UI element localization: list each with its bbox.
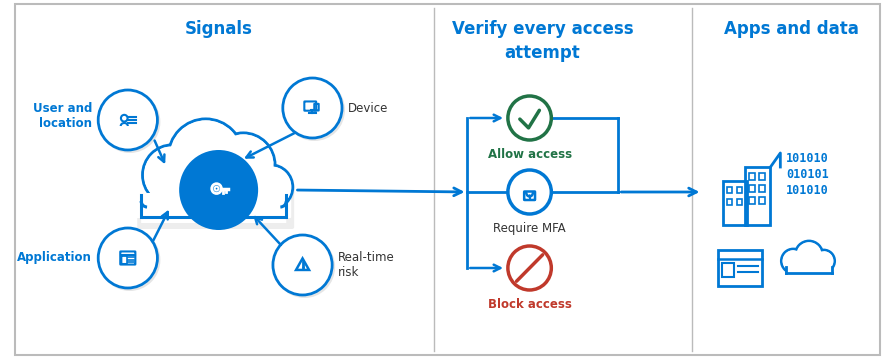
Text: Signals: Signals <box>185 20 253 38</box>
Text: Allow access: Allow access <box>488 148 572 161</box>
Circle shape <box>144 146 201 204</box>
Circle shape <box>251 167 294 211</box>
Circle shape <box>213 134 274 196</box>
FancyBboxPatch shape <box>136 179 291 218</box>
Text: Block access: Block access <box>488 298 572 311</box>
Bar <box>749 197 755 204</box>
Circle shape <box>796 242 821 268</box>
Circle shape <box>170 120 242 194</box>
Circle shape <box>212 133 275 197</box>
Bar <box>722 263 734 277</box>
FancyBboxPatch shape <box>137 185 294 229</box>
Bar <box>758 173 765 180</box>
Circle shape <box>215 187 218 191</box>
Bar <box>727 187 732 193</box>
Text: Apps and data: Apps and data <box>724 20 858 38</box>
Circle shape <box>214 135 277 199</box>
FancyBboxPatch shape <box>141 193 286 223</box>
Text: Real-time
risk: Real-time risk <box>338 251 395 279</box>
Text: 101010: 101010 <box>786 184 829 197</box>
FancyBboxPatch shape <box>786 265 832 277</box>
Circle shape <box>99 91 160 153</box>
Bar <box>749 173 755 180</box>
Text: 010101: 010101 <box>786 168 829 181</box>
Circle shape <box>813 250 834 272</box>
FancyBboxPatch shape <box>782 260 835 276</box>
Text: Verify every access
attempt: Verify every access attempt <box>452 20 633 62</box>
Circle shape <box>145 147 204 207</box>
Circle shape <box>529 194 530 197</box>
Circle shape <box>142 145 202 205</box>
Bar <box>758 185 765 192</box>
Circle shape <box>168 119 243 195</box>
Circle shape <box>273 235 332 295</box>
Circle shape <box>814 251 834 271</box>
Text: Application: Application <box>18 252 92 265</box>
Circle shape <box>99 229 160 291</box>
Text: Device: Device <box>348 102 388 115</box>
Circle shape <box>781 249 805 273</box>
Circle shape <box>795 241 823 269</box>
Circle shape <box>782 250 804 272</box>
Text: Require MFA: Require MFA <box>493 222 566 235</box>
Circle shape <box>249 165 293 209</box>
Circle shape <box>98 228 157 288</box>
Text: 101010: 101010 <box>786 152 829 165</box>
Bar <box>727 199 732 205</box>
Circle shape <box>98 90 157 150</box>
Circle shape <box>284 79 345 141</box>
Bar <box>749 185 755 192</box>
Circle shape <box>250 166 292 208</box>
Bar <box>758 197 765 204</box>
Circle shape <box>179 150 258 230</box>
Circle shape <box>283 78 342 138</box>
Bar <box>737 199 742 205</box>
Text: User and
location: User and location <box>33 102 92 130</box>
Circle shape <box>274 236 335 298</box>
Circle shape <box>171 121 245 197</box>
Bar <box>737 187 742 193</box>
